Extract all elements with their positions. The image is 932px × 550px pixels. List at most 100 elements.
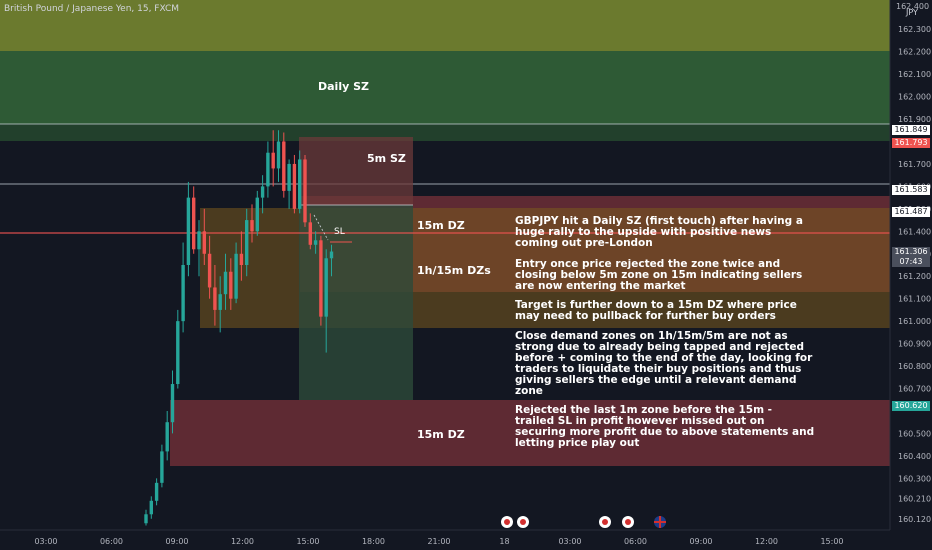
short-position-target — [299, 205, 413, 400]
candle-body — [324, 258, 328, 317]
annotation-daily-sz: GBPJPY hit a Daily SZ (first touch) afte… — [515, 215, 803, 249]
candle-body — [276, 141, 281, 169]
candle-body — [255, 197, 259, 232]
candle-body — [260, 186, 265, 198]
daily-sz-label: Daily SZ — [318, 80, 369, 93]
price-axis[interactable] — [890, 0, 932, 550]
time-tick-label: 03:00 — [558, 537, 581, 546]
price-tick-label: 160.700 — [898, 385, 931, 394]
candle-body — [160, 451, 164, 483]
candle-body — [271, 152, 275, 169]
time-tick-label: 09:00 — [165, 537, 188, 546]
candle-body — [170, 384, 175, 423]
annotation-target: Target is further down to a 15m DZ where… — [515, 299, 797, 322]
candle-body — [144, 514, 148, 524]
price-tick-label: 162.300 — [898, 25, 931, 34]
candle-body — [303, 159, 307, 223]
currency-label: JPY — [906, 8, 918, 17]
candle-body — [223, 271, 228, 295]
symbol-title[interactable]: British Pound / Japanese Yen, 15, FXCM — [4, 4, 180, 14]
price-tick-label: 160.120 — [898, 515, 931, 524]
price-tick-label: 161.100 — [898, 295, 931, 304]
candle-body — [154, 482, 159, 501]
time-tick-label: 06:00 — [624, 537, 647, 546]
economic-event-icons[interactable] — [501, 516, 666, 528]
daily-sz-lower-band — [0, 124, 890, 141]
price-tag-value: 161.849 — [894, 125, 928, 135]
time-tick-label: 18:00 — [362, 537, 385, 546]
price-tick-label: 161.000 — [898, 317, 931, 326]
sz-5m-label: 5m SZ — [367, 152, 406, 165]
time-tick-label: 15:00 — [820, 537, 843, 546]
price-tag[interactable]: 161.306 07:43 — [892, 247, 930, 268]
candle-body — [292, 163, 297, 209]
price-axis-top-label: 162.400 — [896, 2, 930, 11]
time-tick-label: 03:00 — [34, 537, 57, 546]
red-zone-lower — [170, 400, 890, 466]
time-tick-label: 18 — [499, 537, 509, 546]
price-tick-label: 161.900 — [898, 115, 931, 124]
candle-body — [287, 163, 291, 191]
candle-body — [218, 294, 222, 310]
daily-sz-top-band — [0, 0, 890, 51]
price-tag[interactable]: 161.793 — [892, 138, 930, 149]
candle-body — [176, 321, 180, 385]
candle-body — [245, 220, 249, 265]
price-tag[interactable]: 161.583 — [892, 185, 930, 196]
daily-sz-zone — [0, 51, 890, 124]
candle-body — [192, 197, 196, 250]
price-tag-value: 161.487 — [894, 206, 928, 216]
price-tick-label: 160.400 — [898, 452, 931, 461]
dz-15m-lower-label: 15m DZ — [417, 428, 465, 441]
price-tick-label: 161.400 — [898, 227, 931, 236]
price-tick-label: 160.900 — [898, 340, 931, 349]
candle-body — [266, 152, 270, 187]
candle-body — [197, 231, 201, 250]
time-axis[interactable] — [0, 530, 890, 550]
price-tick-label: 160.800 — [898, 362, 931, 371]
candle-body — [186, 197, 191, 265]
price-tick-label: 162.200 — [898, 48, 931, 57]
annotation-result: Rejected the last 1m zone before the 15m… — [515, 404, 815, 449]
price-tick-label: 160.300 — [898, 474, 931, 483]
time-tick-label: 06:00 — [100, 537, 123, 546]
candle-body — [282, 141, 286, 191]
price-tag-value: 161.306 — [894, 247, 928, 257]
price-tag[interactable]: 161.487 — [892, 206, 930, 217]
price-tag[interactable]: 160.620 — [892, 401, 930, 412]
annotation-entry: Entry once price rejected the zone twice… — [515, 258, 803, 292]
price-tag-countdown: 07:43 — [899, 257, 923, 267]
candle-body — [202, 231, 206, 254]
candle-body — [313, 240, 318, 245]
price-tick-label: 160.210 — [898, 495, 931, 504]
short-position-stop — [299, 137, 413, 205]
price-tick-label: 162.000 — [898, 93, 931, 102]
price-tick-label: 160.500 — [898, 429, 931, 438]
time-tick-label: 15:00 — [296, 537, 319, 546]
sl-label: SL — [334, 227, 345, 237]
dz-1h15m-label: 1h/15m DZs — [417, 264, 491, 277]
candle-body — [149, 500, 153, 515]
dz-15m-upper-label: 15m DZ — [417, 219, 465, 232]
candle-body — [234, 253, 238, 299]
candle-body — [165, 422, 169, 452]
time-tick-label: 09:00 — [689, 537, 712, 546]
price-tag-value: 161.583 — [894, 185, 928, 195]
candle-body — [319, 240, 323, 317]
candle-body — [308, 222, 312, 245]
candle-body — [329, 251, 334, 259]
price-tag-value: 160.620 — [894, 401, 928, 411]
candle-body — [207, 253, 212, 288]
candle-body — [298, 159, 302, 209]
annotation-demand-zones: Close demand zones on 1h/15m/5m are not … — [515, 330, 813, 397]
time-tick-label: 12:00 — [755, 537, 778, 546]
time-tick-label: 12:00 — [231, 537, 254, 546]
price-tick-label: 161.200 — [898, 272, 931, 281]
candle-body — [229, 271, 233, 299]
price-tick-label: 161.700 — [898, 160, 931, 169]
candle-body — [239, 253, 244, 265]
price-tag[interactable]: 161.849 — [892, 125, 930, 136]
price-tag-value: 161.793 — [894, 138, 928, 148]
